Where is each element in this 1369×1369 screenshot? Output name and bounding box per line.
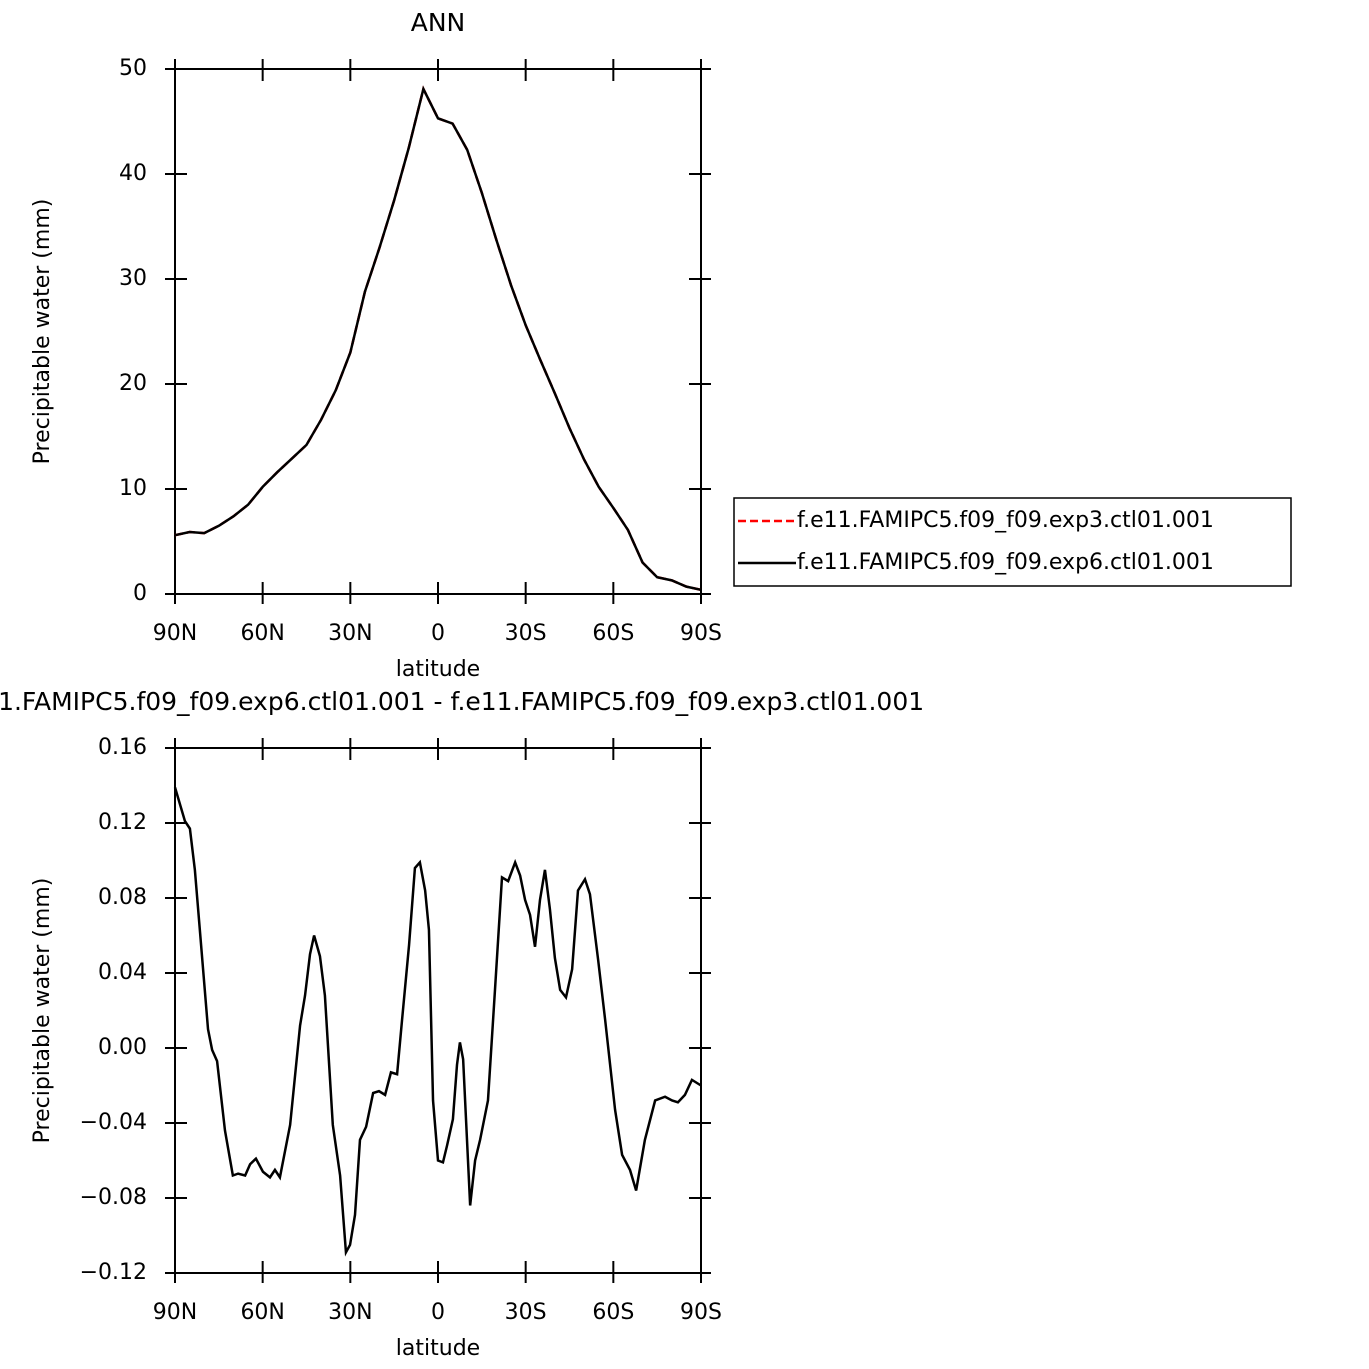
x-tick-label: 30N	[328, 621, 372, 646]
chart-title: f.e11.FAMIPC5.f09_f09.exp6.ctl01.001 - f…	[0, 687, 924, 716]
x-axis-label: latitude	[396, 1336, 480, 1361]
y-tick-label: 40	[119, 161, 147, 186]
chart-title: ANN	[411, 8, 466, 37]
x-tick-label: 90S	[680, 621, 722, 646]
x-tick-label: 90N	[153, 621, 197, 646]
data-line	[173, 787, 702, 1257]
plot-frame	[174, 68, 702, 595]
y-axis-label: Precipitable water (mm)	[30, 878, 55, 1144]
x-tick-label: 30S	[505, 1300, 547, 1325]
plot-frame	[174, 747, 702, 1274]
x-tick-label: 90S	[680, 1300, 722, 1325]
y-tick-label: −0.08	[80, 1185, 147, 1210]
y-tick-label: −0.12	[80, 1260, 147, 1285]
y-tick-label: 30	[119, 266, 147, 291]
x-axis-label: latitude	[396, 657, 480, 682]
data-line	[174, 85, 702, 592]
y-tick-label: 0.00	[98, 1035, 147, 1060]
x-tick-label: 60S	[592, 1300, 634, 1325]
x-tick-label: 0	[431, 1300, 445, 1325]
legend-label: f.e11.FAMIPC5.f09_f09.exp6.ctl01.001	[797, 550, 1214, 575]
y-tick-label: 0.16	[98, 735, 147, 760]
y-axis-label: Precipitable water (mm)	[30, 199, 55, 465]
data-line	[174, 85, 702, 592]
x-tick-label: 60N	[240, 1300, 284, 1325]
x-tick-label: 60S	[592, 621, 634, 646]
x-tick-label: 30N	[328, 1300, 372, 1325]
y-tick-label: 0.12	[98, 810, 147, 835]
y-tick-label: 0.08	[98, 885, 147, 910]
x-tick-label: 90N	[153, 1300, 197, 1325]
legend-label: f.e11.FAMIPC5.f09_f09.exp3.ctl01.001	[797, 508, 1214, 533]
y-tick-label: 10	[119, 476, 147, 501]
y-tick-label: 0	[133, 581, 147, 606]
y-tick-label: 20	[119, 371, 147, 396]
y-tick-label: −0.04	[80, 1110, 147, 1135]
x-tick-label: 0	[431, 621, 445, 646]
y-tick-label: 0.04	[98, 960, 147, 985]
y-tick-label: 50	[119, 56, 147, 81]
x-tick-label: 60N	[240, 621, 284, 646]
legend-box	[733, 497, 1292, 587]
x-tick-label: 30S	[505, 621, 547, 646]
